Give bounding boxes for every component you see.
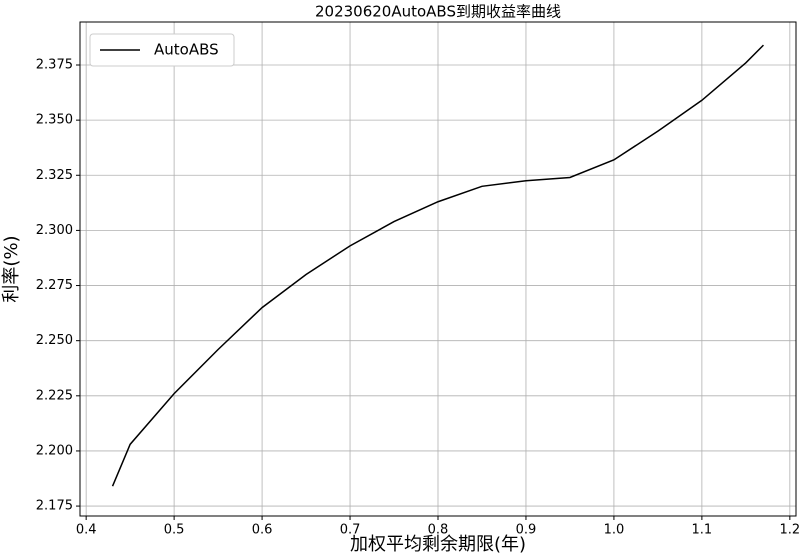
y-tick-label: 2.275: [36, 278, 73, 293]
y-tick-label: 2.350: [36, 113, 73, 128]
legend-box: [89, 33, 235, 67]
chart-title: 20230620AutoABS到期收益率曲线: [315, 3, 561, 21]
y-tick-label: 2.175: [36, 499, 73, 514]
line-series: [111, 44, 764, 487]
x-tick-label: 0.9: [516, 523, 537, 538]
y-tick-label: 2.250: [36, 333, 73, 348]
y-tick-label: 2.375: [36, 58, 73, 73]
x-axis-label: 加权平均剩余期限(年): [350, 534, 526, 555]
y-axis-label: 利率(%): [1, 235, 22, 302]
x-tick-label: 0.6: [252, 523, 273, 538]
y-tick-label: 2.325: [36, 168, 73, 183]
x-tick-label: 1.2: [779, 523, 800, 538]
x-tick-label: 0.5: [164, 523, 185, 538]
y-tick-label: 2.300: [36, 223, 73, 238]
x-tick-label: 1.0: [604, 523, 625, 538]
y-tick-label: 2.225: [36, 388, 73, 403]
plot-frame: [79, 21, 797, 517]
legend: AutoABS: [89, 33, 235, 67]
y-tick-label: 2.200: [36, 443, 73, 458]
legend-label: AutoABS: [154, 41, 219, 59]
x-tick-label: 1.1: [692, 523, 713, 538]
x-tick-label: 0.7: [340, 523, 361, 538]
x-tick-label: 0.8: [428, 523, 449, 538]
x-tick-label: 0.4: [76, 523, 97, 538]
